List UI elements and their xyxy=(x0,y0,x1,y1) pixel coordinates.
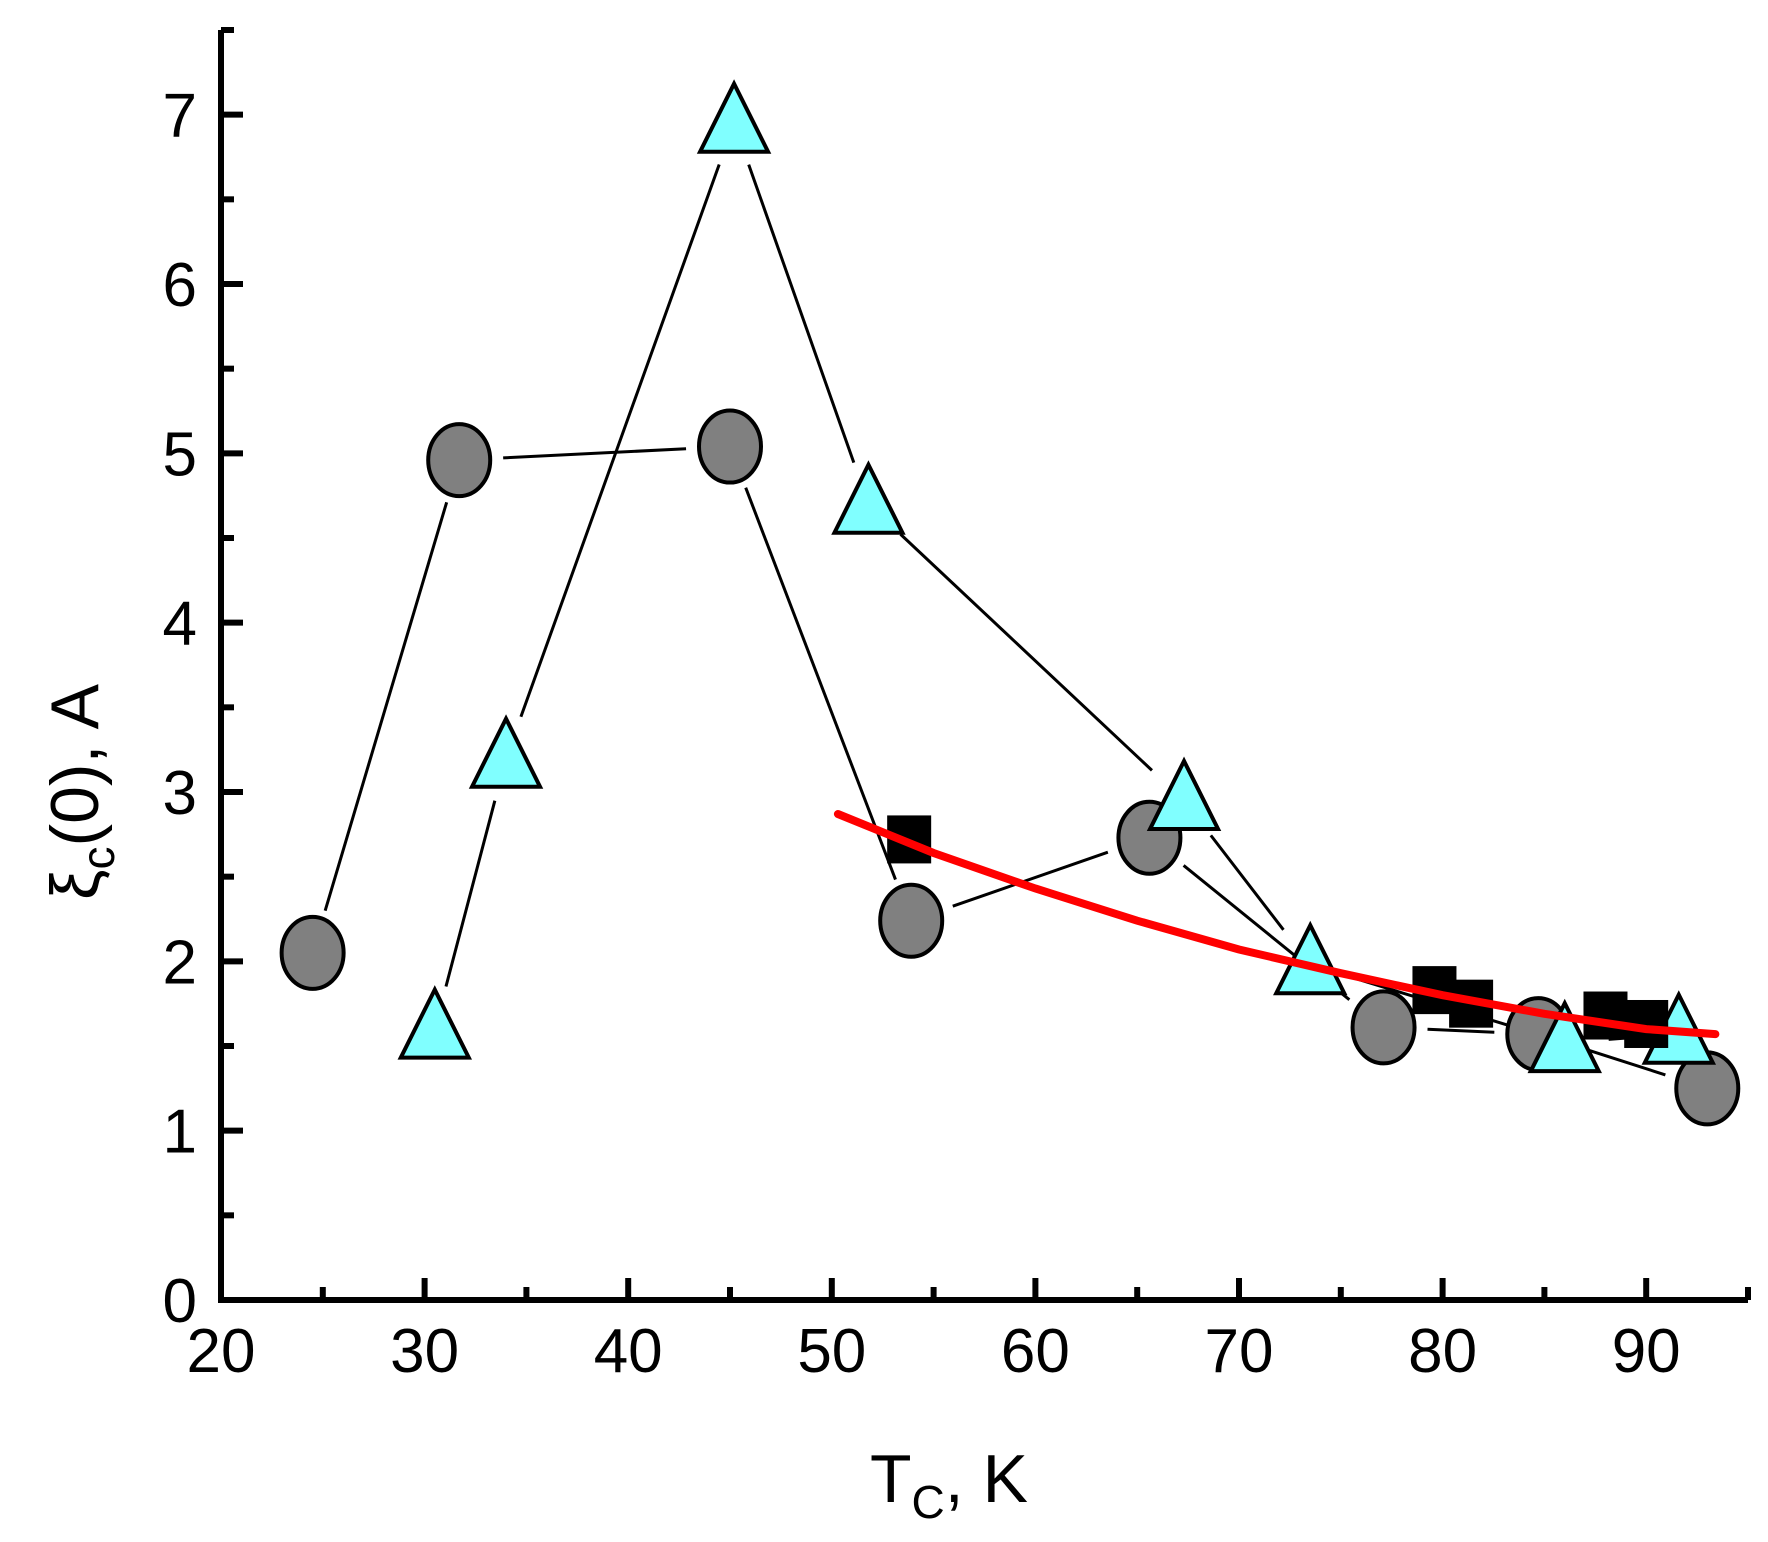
y-tick-label: 0 xyxy=(163,1267,197,1336)
triangle-point xyxy=(468,714,544,789)
circle-series-connector xyxy=(952,850,1109,908)
circle-point xyxy=(279,914,346,991)
x-tick-label: 80 xyxy=(1408,1317,1477,1386)
x-tick-label: 40 xyxy=(594,1317,663,1386)
plot-area: 0 1 2 3 4 5 6 7 20 30 40 50 60 70 80 90 xyxy=(163,27,1751,1386)
x-tick-label: 70 xyxy=(1205,1317,1274,1386)
triangle-point xyxy=(696,79,772,154)
circle-point xyxy=(697,408,763,485)
circle-point xyxy=(878,882,945,959)
circle-point xyxy=(426,422,493,499)
fit-curve xyxy=(833,810,1720,1039)
y-ticks: 0 1 2 3 4 5 6 7 xyxy=(163,27,243,1336)
fit-line xyxy=(833,810,1720,1039)
y-tick-label: 5 xyxy=(163,420,197,489)
y-tick-label: 2 xyxy=(163,928,197,997)
triangle-point xyxy=(1146,756,1222,832)
triangle-series-connector xyxy=(747,164,856,464)
triangle-point xyxy=(831,460,906,535)
triangle-point xyxy=(397,985,473,1060)
series-markers xyxy=(279,79,1741,1127)
circle-series-connector xyxy=(323,501,449,912)
circle-series-connector xyxy=(1427,1027,1495,1034)
circle-series-connector xyxy=(744,487,897,881)
y-tick-label: 7 xyxy=(163,82,197,151)
y-tick-label: 6 xyxy=(163,251,197,320)
series-lines xyxy=(323,164,1666,1077)
x-axis-title: TC, K xyxy=(870,1441,1028,1528)
x-tick-label: 60 xyxy=(1001,1317,1070,1386)
circle-series-connector xyxy=(1579,1046,1666,1077)
y-tick-label: 4 xyxy=(163,590,197,659)
x-tick-label: 30 xyxy=(390,1317,459,1386)
square-point xyxy=(1583,991,1628,1040)
x-tick-label: 50 xyxy=(797,1317,866,1386)
y-tick-label: 3 xyxy=(163,759,197,828)
triangle-series-connector xyxy=(519,164,721,718)
x-tick-label: 90 xyxy=(1612,1317,1681,1386)
circle-series-connector xyxy=(503,447,687,460)
triangle-series-connector xyxy=(899,533,1153,772)
circle-point xyxy=(1350,989,1417,1066)
triangle-series-connector xyxy=(1209,834,1285,931)
y-axis-title: ξc(0), A xyxy=(37,683,124,900)
x-ticks: 20 30 40 50 60 70 80 90 xyxy=(187,1278,1751,1386)
x-tick-label: 20 xyxy=(187,1317,256,1386)
y-tick-label: 1 xyxy=(163,1098,197,1167)
triangle-series-connector xyxy=(444,800,497,987)
triangle-point xyxy=(1527,998,1602,1074)
